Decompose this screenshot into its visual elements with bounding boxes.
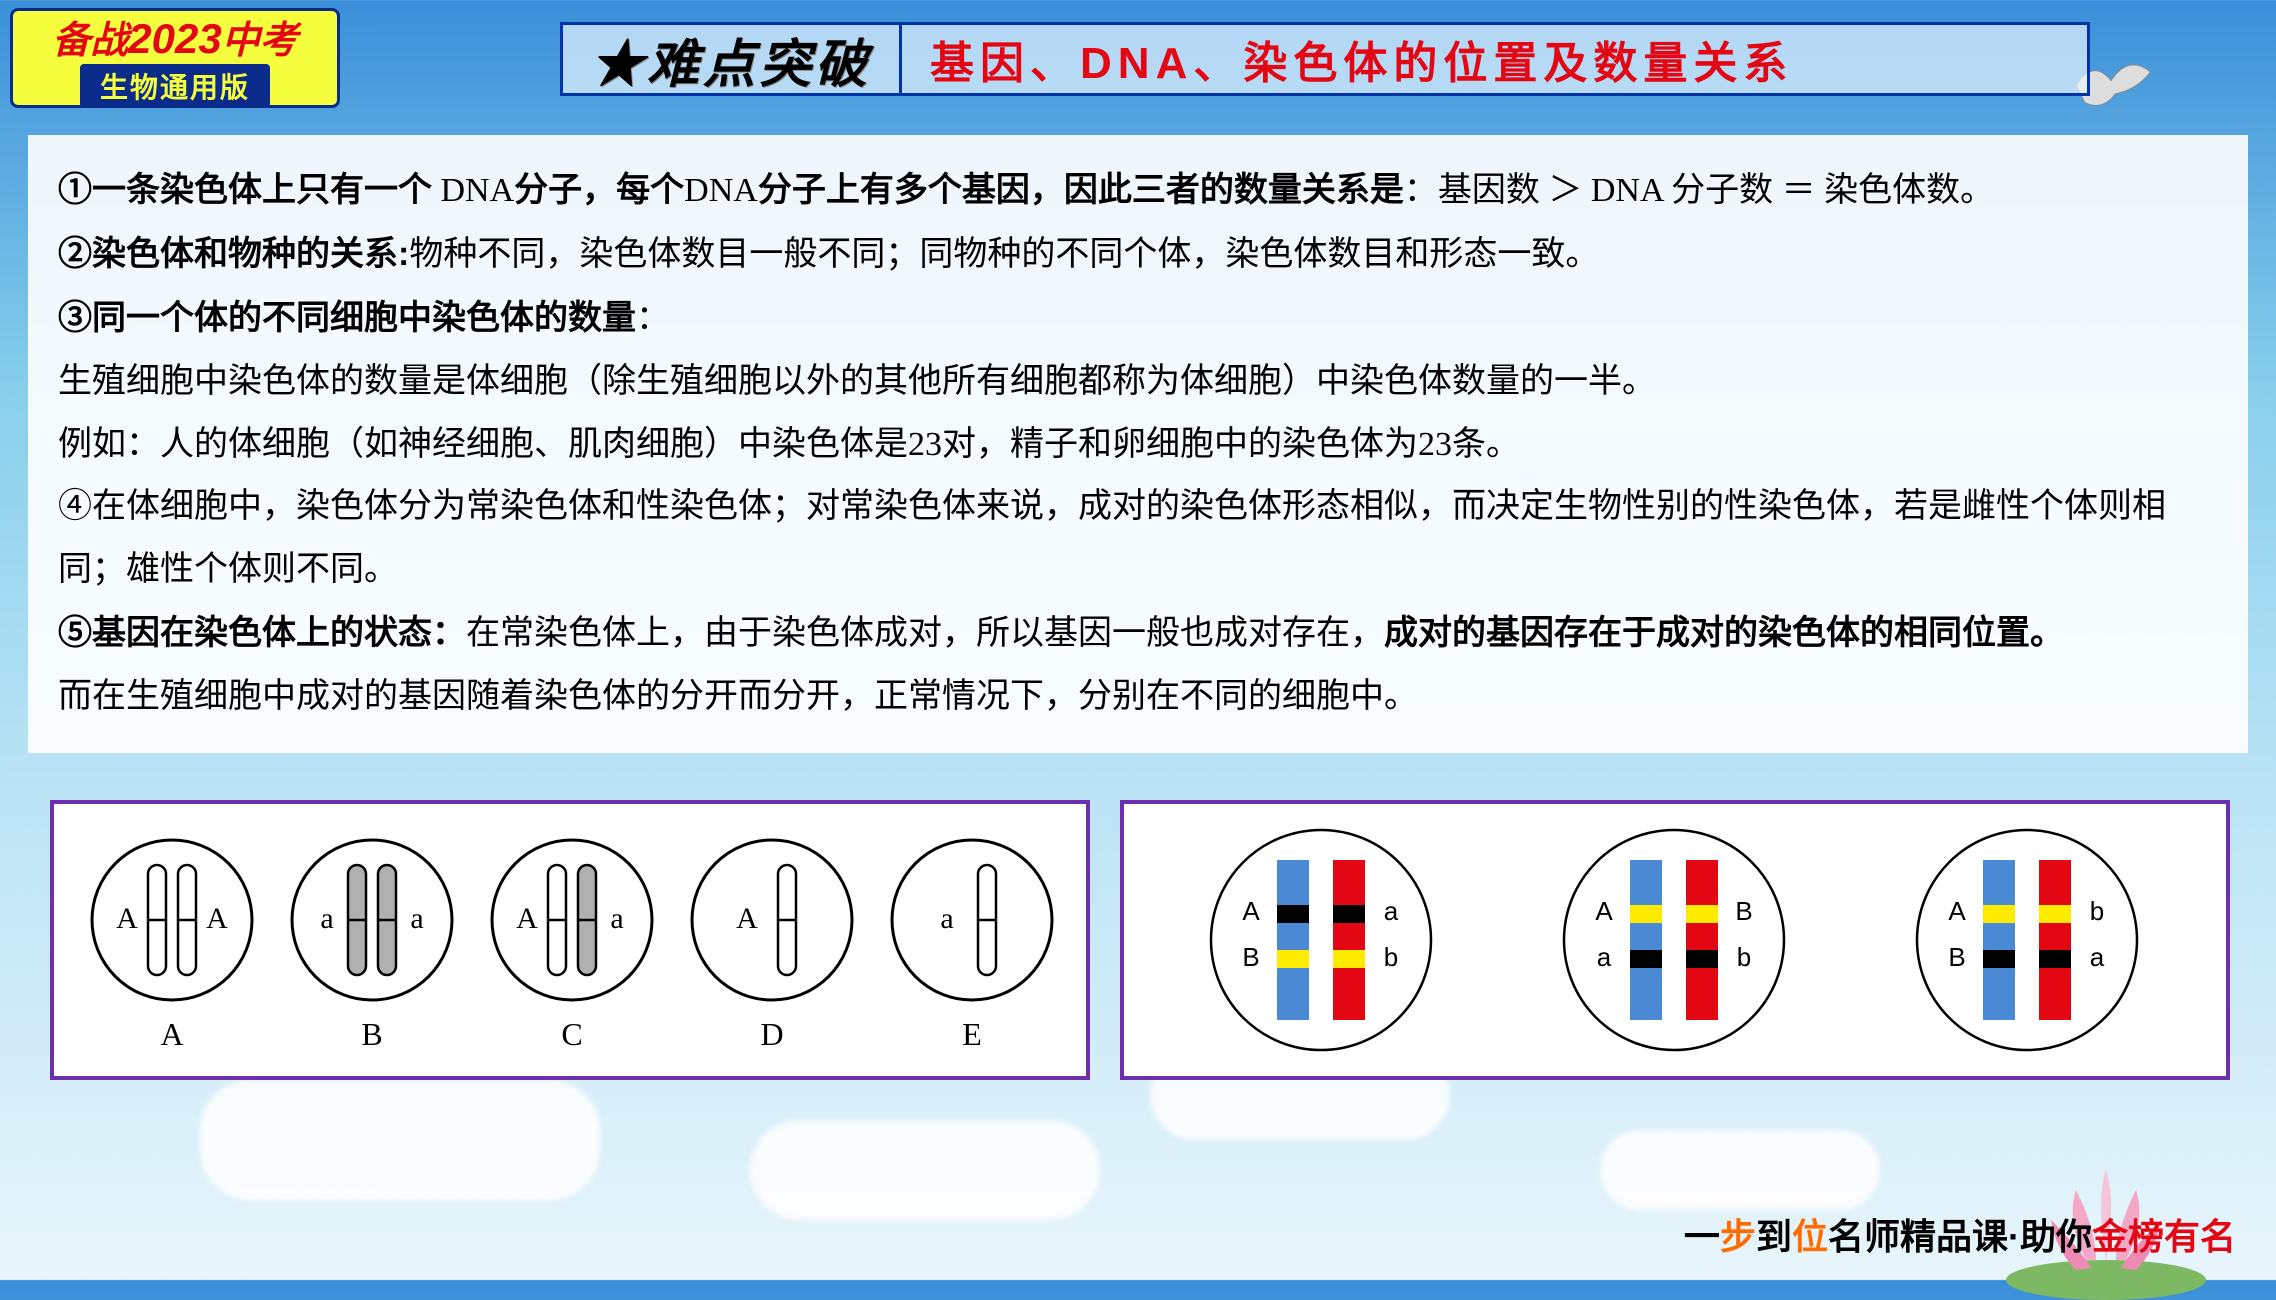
- svg-text:B: B: [1948, 942, 1965, 972]
- cloud-deco: [200, 1080, 600, 1200]
- exam-badge: 备战 2023 中考 生物通用版: [10, 8, 340, 108]
- svg-text:B: B: [361, 1016, 382, 1052]
- badge-suffix: 中考: [222, 9, 298, 64]
- diagrams-row: AAAaaBAaCADaE ABabAaBbABba: [50, 800, 2230, 1080]
- svg-text:a: a: [2090, 942, 2105, 972]
- svg-text:A: A: [1595, 896, 1613, 926]
- svg-text:A: A: [1242, 896, 1260, 926]
- svg-text:A: A: [116, 902, 138, 935]
- svg-text:A: A: [160, 1016, 183, 1052]
- svg-text:A: A: [736, 902, 758, 935]
- cloud-deco: [1600, 1130, 1880, 1210]
- para-8: 而在生殖细胞中成对的基因随着染色体的分开而分开，正常情况下，分别在不同的细胞中。: [58, 666, 2218, 729]
- svg-text:D: D: [760, 1016, 783, 1052]
- svg-text:A: A: [1948, 896, 1966, 926]
- diagram-2: ABabAaBbABba: [1120, 800, 2230, 1080]
- para-2: ②染色体和物种的关系:物种不同，染色体数目一般不同；同物种的不同个体，染色体数目…: [58, 223, 2218, 287]
- diagram-1: A A Aa a B Aa C A Da E: [50, 800, 1090, 1080]
- para-3: ③同一个体的不同细胞中染色体的数量：: [58, 287, 2218, 351]
- svg-text:E: E: [962, 1016, 982, 1052]
- svg-text:a: a: [410, 902, 423, 935]
- title-star: ★难点突破: [563, 22, 899, 97]
- title-bar: ★难点突破 基因、DNA、染色体的位置及数量关系: [560, 22, 2090, 96]
- svg-text:a: a: [610, 902, 623, 935]
- svg-text:a: a: [320, 902, 333, 935]
- svg-text:b: b: [1737, 942, 1751, 972]
- para-7: ⑤基因在染色体上的状态：在常染色体上，由于染色体成对，所以基因一般也成对存在，成…: [58, 602, 2218, 666]
- svg-text:a: a: [1597, 942, 1612, 972]
- para-6: ④在体细胞中，染色体分为常染色体和性染色体；对常染色体来说，成对的染色体形态相似…: [58, 476, 2218, 602]
- svg-text:a: a: [1384, 896, 1399, 926]
- svg-text:a: a: [940, 902, 953, 935]
- badge-subject: 生物通用版: [80, 64, 270, 108]
- badge-prefix: 备战: [52, 9, 128, 64]
- cloud-deco: [750, 1120, 1100, 1220]
- svg-text:C: C: [561, 1016, 582, 1052]
- badge-year: 2023: [128, 15, 221, 63]
- para-5: 例如：人的体细胞（如神经细胞、肌肉细胞）中染色体是23对，精子和卵细胞中的染色体…: [58, 414, 2218, 477]
- footer-slogan: 一步到位名师精品课·助你金榜有名: [1684, 1208, 2236, 1260]
- para-4: 生殖细胞中染色体的数量是体细胞（除生殖细胞以外的其他所有细胞都称为体细胞）中染色…: [58, 351, 2218, 414]
- para-1: ①一条染色体上只有一个 DNA分子，每个DNA分子上有多个基因，因此三者的数量关…: [58, 159, 2218, 223]
- svg-text:A: A: [206, 902, 228, 935]
- svg-text:A: A: [516, 902, 538, 935]
- content-text: ①一条染色体上只有一个 DNA分子，每个DNA分子上有多个基因，因此三者的数量关…: [28, 135, 2248, 753]
- title-main: 基因、DNA、染色体的位置及数量关系: [902, 27, 1793, 91]
- svg-text:b: b: [1384, 942, 1398, 972]
- svg-text:B: B: [1735, 896, 1752, 926]
- svg-text:B: B: [1242, 942, 1259, 972]
- svg-text:b: b: [2090, 896, 2104, 926]
